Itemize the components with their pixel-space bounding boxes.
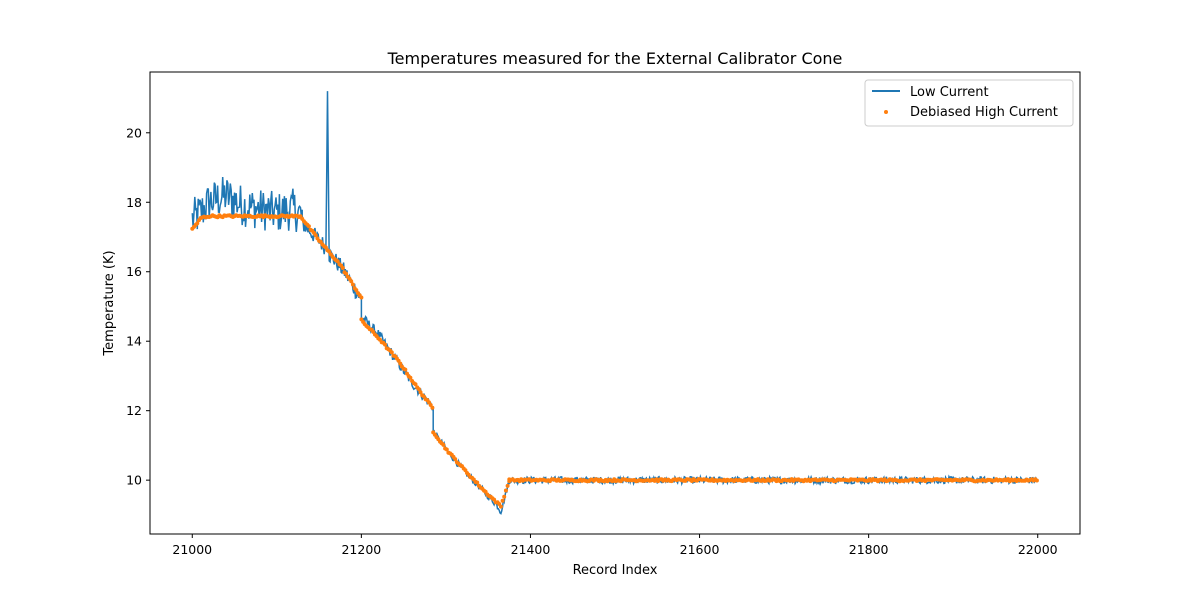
y-axis: 10 12 14 16 18 20: [126, 125, 150, 488]
scatter-point: [306, 224, 311, 229]
x-tick-label: 21200: [341, 542, 381, 557]
scatter-point: [413, 382, 418, 387]
scatter-point: [383, 342, 387, 347]
x-tick-label: 21400: [511, 542, 551, 557]
scatter-point: [313, 233, 318, 238]
y-tick-label: 20: [126, 125, 142, 140]
scatter-point: [389, 350, 394, 355]
scatter-point: [359, 295, 364, 300]
y-tick-label: 12: [126, 403, 142, 418]
scatter-point: [500, 498, 505, 503]
axes-frame: [149, 71, 1081, 535]
x-axis: 21000 21200 21400 21600 21800 22000: [172, 534, 1058, 557]
scatter-point: [505, 483, 510, 488]
scatter-point: [502, 494, 507, 499]
scatter-point: [354, 288, 359, 293]
legend-label-low-current: Low Current: [910, 85, 989, 100]
scatter-point: [418, 390, 423, 395]
x-tick-label: 22000: [1018, 542, 1058, 557]
x-tick-label: 21600: [680, 542, 720, 557]
scatter-point: [403, 367, 408, 372]
legend-dot-marker: [884, 110, 888, 114]
y-tick-label: 18: [126, 195, 142, 210]
legend-box: [864, 79, 1074, 127]
x-axis-label: Record Index: [573, 563, 658, 578]
scatter-point: [349, 279, 354, 284]
scatter-point: [350, 282, 355, 287]
scatter-point: [475, 480, 480, 485]
plot-area: [190, 91, 1039, 515]
scatter-point: [340, 266, 345, 270]
legend: Low Current Debiased High Current: [864, 79, 1074, 127]
scatter-point: [344, 271, 349, 276]
y-tick-label: 14: [126, 334, 142, 349]
scatter-point: [503, 488, 508, 493]
scatter-point: [441, 442, 446, 447]
scatter-point: [195, 221, 200, 226]
scatter-point: [408, 375, 413, 380]
chart-title: Temperatures measured for the External C…: [387, 49, 843, 68]
scatter-point: [430, 405, 435, 410]
y-tick-label: 16: [126, 264, 142, 279]
scatter-point: [498, 504, 503, 509]
scatter-point: [1034, 478, 1039, 483]
series-debiased-high-current: [190, 213, 1039, 509]
scatter-point: [453, 457, 458, 462]
scatter-point: [444, 447, 449, 452]
y-axis-label: Temperature (K): [102, 250, 117, 356]
legend-label-debiased-high-current: Debiased High Current: [910, 105, 1058, 120]
y-tick-label: 10: [126, 473, 142, 488]
x-tick-label: 21000: [172, 542, 212, 557]
scatter-point: [396, 358, 401, 363]
scatter-point: [416, 387, 421, 392]
x-tick-label: 21800: [849, 542, 889, 557]
